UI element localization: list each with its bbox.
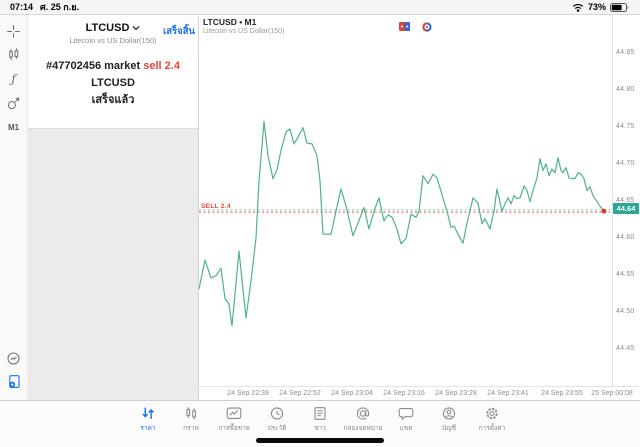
nav-label: ข่าว bbox=[314, 425, 326, 432]
price-axis-label: 44.70 bbox=[616, 159, 635, 167]
svg-text:ƒ: ƒ bbox=[8, 72, 18, 86]
home-indicator[interactable] bbox=[256, 438, 384, 443]
quotes-arrows-icon bbox=[142, 407, 155, 419]
price-axis-label: 44.85 bbox=[616, 48, 635, 56]
nav-tab-settings[interactable]: การตั้งค่า bbox=[471, 406, 514, 447]
time-axis-label: 24 Sep 22:39 bbox=[227, 390, 269, 397]
objects-button[interactable] bbox=[4, 93, 24, 113]
nav-tab-history[interactable]: ประวัติ bbox=[256, 406, 299, 447]
chart-canvas[interactable] bbox=[199, 15, 613, 386]
wifi-icon bbox=[572, 3, 584, 12]
chart-subtitle: Litecoin vs US Dollar(150) bbox=[203, 28, 285, 35]
price-axis-label: 44.45 bbox=[616, 344, 635, 352]
crosshair-icon bbox=[7, 24, 20, 38]
nav-label: กราฟ bbox=[183, 425, 199, 432]
order-sell-volume: sell 2.4 bbox=[143, 60, 180, 72]
mailbox-at-icon bbox=[356, 407, 370, 420]
market-sessions-clock-icon[interactable] bbox=[422, 22, 432, 32]
time-axis-label: 24 Sep 23:41 bbox=[487, 390, 529, 397]
nav-tab-news[interactable]: ข่าว bbox=[299, 406, 342, 447]
order-text: #47702456 market bbox=[46, 60, 144, 72]
current-price-badge: 44.64 bbox=[613, 202, 639, 214]
chart-widget-icons bbox=[399, 22, 432, 32]
order-symbol: LTCUSD bbox=[91, 77, 135, 89]
nav-label: การตั้งค่า bbox=[478, 425, 506, 432]
trade-history-button[interactable] bbox=[4, 348, 24, 368]
sell-position-label: SELL 2.4 bbox=[201, 202, 231, 210]
symbol-name: LTCUSD bbox=[85, 22, 130, 34]
status-date: ศ. 25 ก.ย. bbox=[40, 2, 79, 12]
crosshair-button[interactable] bbox=[4, 21, 24, 41]
chat-bubble-icon bbox=[398, 408, 414, 421]
nav-label: การซื้อขาย bbox=[218, 425, 250, 432]
new-order-icon bbox=[8, 375, 20, 389]
nav-tab-chat[interactable]: แชท bbox=[385, 406, 428, 447]
price-axis-label: 44.75 bbox=[616, 122, 635, 130]
history-chart-icon bbox=[7, 352, 20, 364]
nav-label: แชท bbox=[399, 425, 413, 432]
order-status: เสร็จแล้ว bbox=[91, 94, 135, 106]
price-axis-label: 44.50 bbox=[616, 307, 635, 315]
time-axis-label: 24 Sep 23:28 bbox=[435, 390, 477, 397]
battery-percent: 73% bbox=[587, 2, 606, 12]
chevron-down-icon bbox=[132, 26, 140, 31]
nav-tab-mailbox[interactable]: กล่องจดหมาย bbox=[342, 406, 385, 447]
order-message: #47702456 market sell 2.4 LTCUSD เสร็จแล… bbox=[28, 58, 198, 109]
symbol-selector[interactable]: LTCUSD bbox=[28, 15, 198, 34]
timeframe-button[interactable]: M1 bbox=[4, 117, 24, 137]
nav-tab-charts[interactable]: กราฟ bbox=[170, 406, 213, 447]
time-axis-label: 24 Sep 23:55 bbox=[541, 390, 583, 397]
order-result-card: LTCUSD Litecoin vs US Dollar(150) เสร็จส… bbox=[28, 15, 198, 129]
price-axis-label: 44.80 bbox=[616, 85, 635, 93]
candles-icon bbox=[9, 48, 19, 60]
news-icon bbox=[314, 407, 326, 420]
chart-header: LTCUSD • M1 Litecoin vs US Dollar(150) bbox=[203, 17, 284, 35]
new-order-button[interactable] bbox=[4, 372, 24, 392]
nav-tab-trade[interactable]: การซื้อขาย bbox=[213, 406, 256, 447]
nav-label: ประวัติ bbox=[267, 425, 287, 432]
nav-tab-quotes[interactable]: ราคา bbox=[127, 406, 170, 447]
price-axis-label: 44.55 bbox=[616, 270, 635, 278]
price-axis-label: 44.65 bbox=[616, 196, 635, 204]
divider bbox=[0, 14, 640, 15]
nav-label: บัญชี bbox=[441, 425, 457, 432]
symbol-description: Litecoin vs US Dollar(150) bbox=[69, 36, 157, 45]
status-time: 07:14 bbox=[10, 2, 34, 12]
nav-tab-accounts[interactable]: บัญชี bbox=[428, 406, 471, 447]
chart-candles-icon bbox=[186, 407, 197, 420]
chart-type-button[interactable] bbox=[4, 45, 24, 65]
chart-toolbar: ƒ M1 bbox=[0, 15, 28, 400]
nav-label: กล่องจดหมาย bbox=[343, 425, 383, 432]
price-axis-line bbox=[612, 15, 613, 386]
settings-gear-icon bbox=[486, 407, 498, 420]
nav-label: ราคา bbox=[140, 425, 156, 432]
function-f-icon: ƒ bbox=[8, 72, 18, 86]
account-icon bbox=[442, 407, 456, 420]
objects-shapes-icon bbox=[7, 97, 20, 109]
time-axis-label: 24 Sep 23:04 bbox=[331, 390, 373, 397]
trade-icon bbox=[226, 407, 242, 419]
time-axis-label: 25 Sep 00:08 bbox=[591, 390, 633, 397]
symbol-panel: LTCUSD Litecoin vs US Dollar(150) เสร็จส… bbox=[28, 15, 199, 400]
battery-icon bbox=[610, 2, 629, 12]
time-axis-line bbox=[199, 386, 640, 387]
time-axis-label: 24 Sep 22:52 bbox=[279, 390, 321, 397]
price-axis-label: 44.60 bbox=[616, 233, 635, 241]
chart-pane: LTCUSD • M1 Litecoin vs US Dollar(150) bbox=[199, 15, 640, 400]
chart-title: LTCUSD • M1 bbox=[203, 17, 257, 27]
one-click-trading-icon[interactable] bbox=[399, 22, 410, 31]
indicators-button[interactable]: ƒ bbox=[4, 69, 24, 89]
status-bar: 07:14 ศ. 25 ก.ย. 73% bbox=[0, 0, 640, 14]
history-clock-icon bbox=[270, 407, 284, 420]
done-button[interactable]: เสร็จสิ้น bbox=[162, 26, 195, 37]
timeframe-label: M1 bbox=[7, 122, 20, 132]
time-axis-label: 24 Sep 23:16 bbox=[383, 390, 425, 397]
